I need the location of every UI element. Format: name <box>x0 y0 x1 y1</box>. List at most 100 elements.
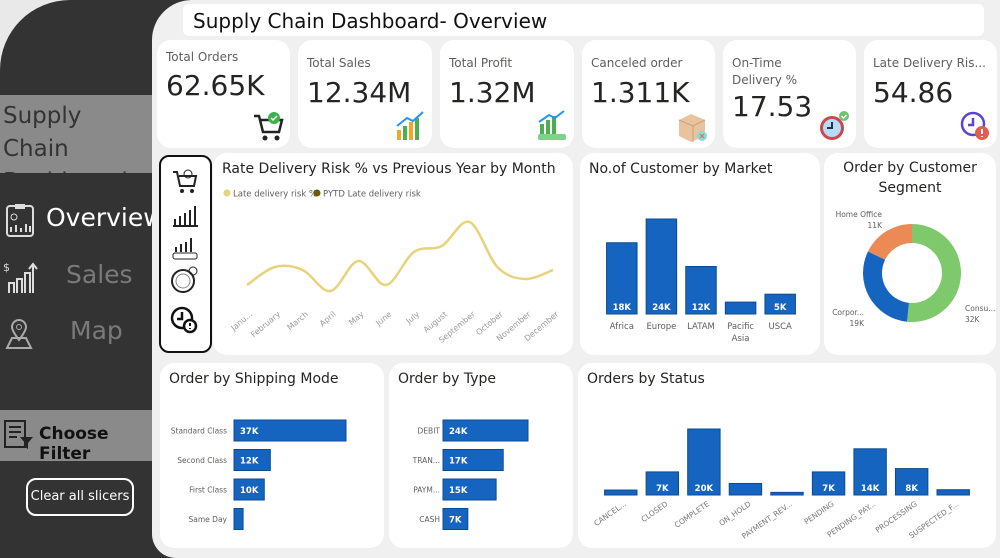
kpi-value: 12.34M <box>307 76 412 109</box>
chart-title: Order by Customer Segment <box>843 160 977 196</box>
kpi-card-total-profit: Total Profit 1.32M <box>440 40 574 148</box>
box-cancel-icon <box>678 114 707 142</box>
kpi-label: Total Profit <box>449 56 513 70</box>
market-card: No.of Customer by Market 18K Africa 24K Eur… <box>580 153 820 355</box>
type-bar-chart: 24K DEBIT 17K TRAN... 15K PAYM... 7K CASH <box>412 419 529 530</box>
bar <box>233 449 271 471</box>
slice-value: 11K <box>868 221 884 230</box>
x-tick-label: March <box>285 310 309 333</box>
speedometer-icon[interactable] <box>170 266 200 294</box>
choose-filter-label: Choose Filter <box>39 424 109 464</box>
delivery-risk-line-chart: Late delivery risk % PYTD Late delivery r… <box>223 189 561 345</box>
slice-value: 19K <box>850 319 866 328</box>
x-tick-label: CLOSED <box>639 499 669 524</box>
kpi-label: Late Delivery Ris... <box>873 56 986 70</box>
x-tick-label: USCA <box>769 322 793 332</box>
y-tick-label: Second Class <box>177 456 227 465</box>
chart-title: No.of Customer by Market <box>589 161 773 177</box>
bar <box>442 508 469 530</box>
kpi-label: On-Time Delivery % <box>732 56 798 87</box>
segment-donut-chart: Consu... 32K Corpor... 19K Home Office 11K <box>832 210 995 328</box>
y-tick-label: First Class <box>189 486 227 495</box>
x-tick-label: Janu... <box>229 310 255 334</box>
data-label: 17K <box>449 457 468 467</box>
svg-text:$: $ <box>3 261 10 274</box>
sidebar-title-band: Supply Chain Dashboard <box>0 95 152 195</box>
bar <box>233 419 347 442</box>
chart-title: Order by Shipping Mode <box>169 371 339 387</box>
kpi-card-canceled-order: Canceled order 1.311K <box>582 40 715 148</box>
bar <box>770 491 804 496</box>
legend-label: PYTD Late delivery risk <box>323 190 421 200</box>
nav-overview[interactable]: Overview <box>0 198 164 242</box>
y-tick-label: Standard Class <box>171 427 227 436</box>
sales-chart-icon[interactable] <box>171 201 199 227</box>
header-bar: Supply Chain Dashboard- Overview <box>183 4 984 36</box>
kpi-card-late-delivery-ris: Late Delivery Ris... 54.86 <box>864 40 997 148</box>
segment-card: Order by Customer Segment Consu... 32K Cor… <box>824 153 996 355</box>
x-tick-label: COMPLETE <box>673 499 711 530</box>
data-label: 8K <box>905 484 918 494</box>
data-label: 7K <box>822 484 835 494</box>
data-label: 18K <box>613 303 632 313</box>
nav-label: Map <box>70 316 123 345</box>
kpi-label: Total Orders <box>166 50 239 64</box>
bar <box>442 478 497 501</box>
clear-slicers-button[interactable]: Clear all slicers <box>26 478 134 516</box>
bar <box>685 266 717 315</box>
nav-map[interactable]: Map <box>0 312 152 356</box>
shipping-bar-chart: 37K Standard Class 12K Second Class 10K First… <box>171 419 347 530</box>
x-tick-label: February <box>249 309 282 339</box>
x-tick-label: June <box>373 310 393 329</box>
bar <box>442 449 504 471</box>
donut-slice <box>863 251 909 322</box>
data-label: 7K <box>449 516 462 526</box>
delivery-risk-line-card: Rate Delivery Risk % vs Previous Year by… <box>213 153 573 355</box>
x-tick-label: LATAM <box>687 322 715 332</box>
bar <box>645 471 680 496</box>
kpi-value: 17.53 <box>732 90 813 123</box>
data-label: 5K <box>774 303 787 313</box>
profit-chart-icon <box>538 110 566 140</box>
bar <box>604 489 638 496</box>
kpi-card-on-time-delivery: On-Time Delivery % 17.53 <box>723 40 856 148</box>
nav-sales[interactable]: $ Sales <box>0 256 152 300</box>
x-tick-label: July <box>404 309 422 326</box>
sales-chart-icon: $ <box>3 261 38 293</box>
data-label: 37K <box>240 427 259 437</box>
legend-label: Late delivery risk % <box>233 190 317 200</box>
bar <box>894 468 929 496</box>
x-tick-label: April <box>318 310 338 329</box>
chart-title: Rate Delivery Risk % vs Previous Year by… <box>222 161 556 177</box>
clock-alert-icon[interactable] <box>170 306 200 334</box>
donut-slice <box>868 224 912 260</box>
x-tick-label: Africa <box>610 322 634 332</box>
data-label: 20K <box>695 484 714 494</box>
bar <box>233 478 265 501</box>
map-pin-icon <box>5 319 33 349</box>
kpi-value: 62.65K <box>166 69 265 102</box>
cart-check-icon[interactable] <box>171 167 199 195</box>
slice-value: 32K <box>965 315 981 324</box>
nav-label: Overview <box>46 203 164 232</box>
data-label: 24K <box>449 427 468 437</box>
y-tick-label: PAYM... <box>413 486 440 495</box>
page-title: Supply Chain Dashboard- Overview <box>193 9 548 33</box>
bar <box>606 242 638 315</box>
dashboard-title: Supply Chain Dashboard <box>3 103 128 195</box>
data-label: 14K <box>861 484 880 494</box>
bar <box>936 489 970 496</box>
kpi-value: 1.311K <box>591 76 690 109</box>
slice-category: Consu... <box>965 304 995 313</box>
clock-check-icon <box>820 111 849 140</box>
kpi-label: Canceled order <box>591 56 683 70</box>
type-card: Order by Type 24K DEBIT 17K TRAN... 15K PAYM.… <box>389 363 573 548</box>
data-label: 15K <box>449 486 468 496</box>
status-card: Orders by Status CANCEL... 7K CLOSED 20K COM… <box>578 363 996 548</box>
kpi-value: 54.86 <box>873 76 954 109</box>
bar <box>811 471 846 496</box>
bar <box>728 482 763 496</box>
bar <box>442 419 529 442</box>
profit-chart-icon[interactable] <box>171 234 199 260</box>
